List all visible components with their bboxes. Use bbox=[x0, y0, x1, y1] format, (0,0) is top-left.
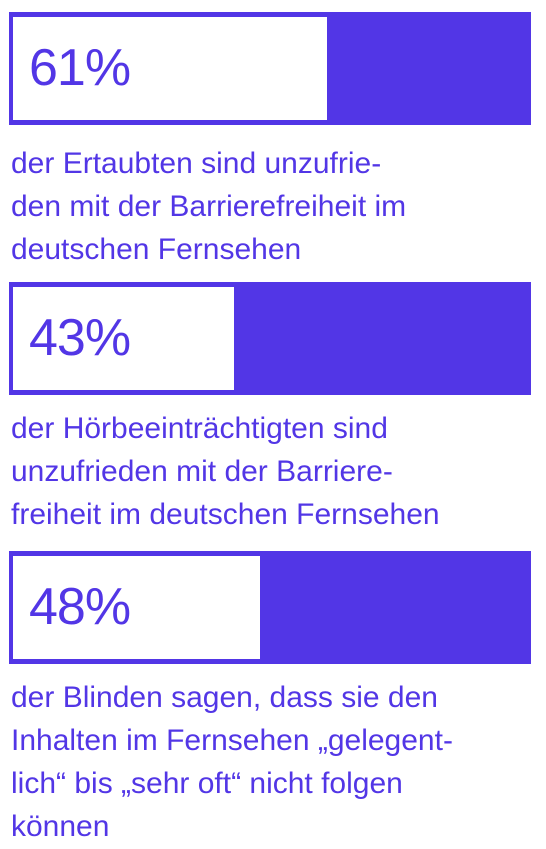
bar-track: 48% bbox=[9, 551, 531, 664]
bar-track: 61% bbox=[9, 12, 531, 125]
bar-track: 43% bbox=[9, 282, 531, 395]
stat-block-1: 61% der Ertaubten sind unzufrie- den mit… bbox=[9, 12, 531, 266]
stat-block-3: 48% der Blinden sagen, dass sie den Inha… bbox=[9, 551, 531, 843]
bar-fill bbox=[13, 17, 327, 120]
stat-caption: der Blinden sagen, dass sie den Inhalten… bbox=[11, 681, 453, 843]
bar-value-label: 61% bbox=[29, 39, 131, 97]
stat-caption: der Ertaubten sind unzufrie- den mit der… bbox=[11, 147, 407, 266]
bar-value-label: 48% bbox=[29, 578, 131, 636]
stat-caption: der Hörbeeinträchtigten sind unzufrieden… bbox=[11, 412, 440, 531]
stat-block-2: 43% der Hörbeeinträchtigten sind unzufri… bbox=[9, 282, 531, 531]
bar-value-label: 43% bbox=[29, 309, 131, 367]
bar-fill bbox=[13, 556, 260, 659]
bar-fill bbox=[13, 287, 234, 390]
